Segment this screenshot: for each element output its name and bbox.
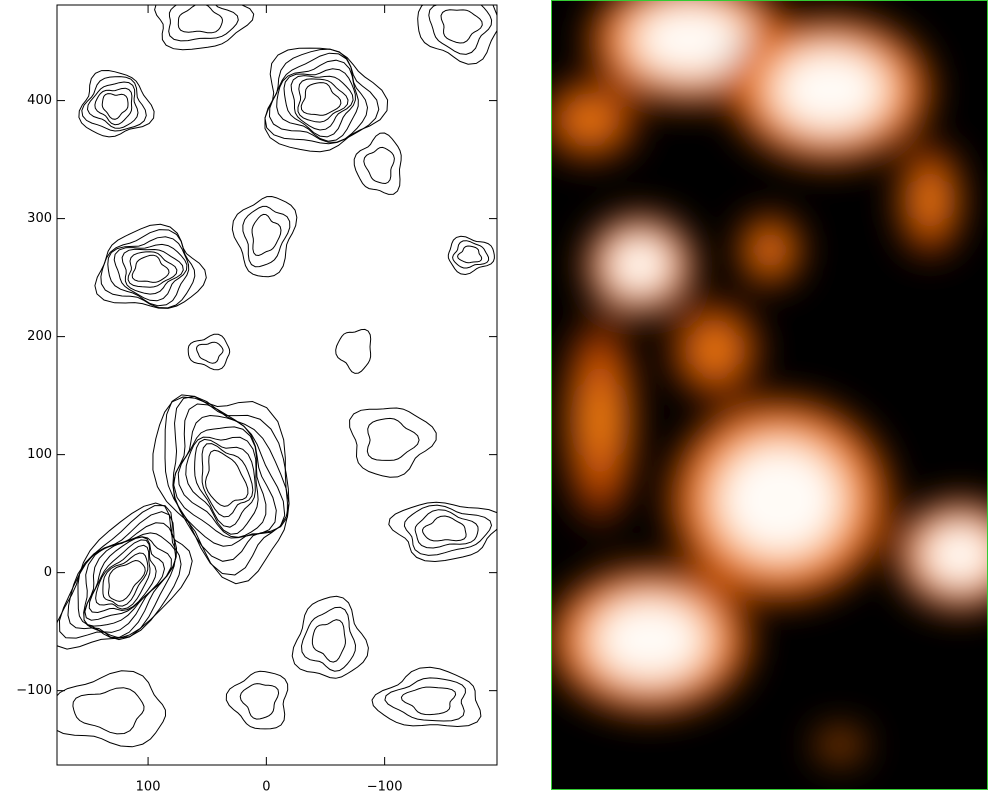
contour: [401, 687, 455, 715]
blob: [805, 720, 875, 770]
heatmap: [530, 0, 988, 789]
contour: [301, 83, 341, 116]
contour: [132, 369, 326, 599]
contour: [372, 667, 481, 726]
plot-frame: [57, 5, 497, 765]
y-tick-label: 100: [27, 447, 52, 462]
contour: [441, 10, 482, 43]
contour: [101, 230, 195, 308]
contour: [82, 77, 147, 131]
contour: [364, 147, 395, 183]
contour: [155, 0, 254, 50]
contour: [178, 4, 222, 33]
blob: [540, 560, 760, 720]
contour: [225, 191, 300, 281]
y-tick-label: 200: [27, 329, 52, 344]
blob: [890, 130, 970, 270]
contour: [41, 491, 213, 673]
contour: [226, 671, 287, 729]
contour: [423, 516, 467, 541]
y-tick-label: 300: [27, 211, 52, 226]
contour: [336, 329, 371, 373]
contour: [240, 684, 278, 720]
contour: [429, 0, 492, 54]
contour: [49, 671, 165, 747]
contour: [73, 688, 144, 734]
figure: 100 0 −100 −100 0 100 200 300 400: [0, 0, 988, 808]
contour: [312, 620, 345, 662]
x-tick-label: 100: [136, 780, 161, 795]
contour: [302, 607, 356, 671]
contour: [188, 334, 230, 370]
contour: [248, 213, 284, 259]
blob: [555, 290, 645, 550]
x-tick-label: 0: [262, 780, 270, 795]
blob: [660, 290, 770, 410]
contour: [354, 133, 401, 194]
contour: [265, 48, 388, 152]
contour: [415, 510, 478, 548]
contour: [169, 0, 239, 41]
contour-lines: [30, 0, 503, 747]
x-tick-label: −100: [367, 780, 403, 795]
y-tick-label: 400: [27, 93, 52, 108]
blob: [730, 205, 810, 295]
blob: [530, 70, 650, 170]
contour: [95, 224, 206, 308]
contour: [102, 94, 128, 120]
contour: [79, 71, 154, 137]
contour: [55, 501, 197, 649]
contour: [197, 342, 224, 363]
contour: [367, 418, 419, 460]
contour: [458, 246, 482, 263]
y-tick-label: −100: [16, 683, 52, 698]
y-tick-label: 0: [44, 565, 52, 580]
